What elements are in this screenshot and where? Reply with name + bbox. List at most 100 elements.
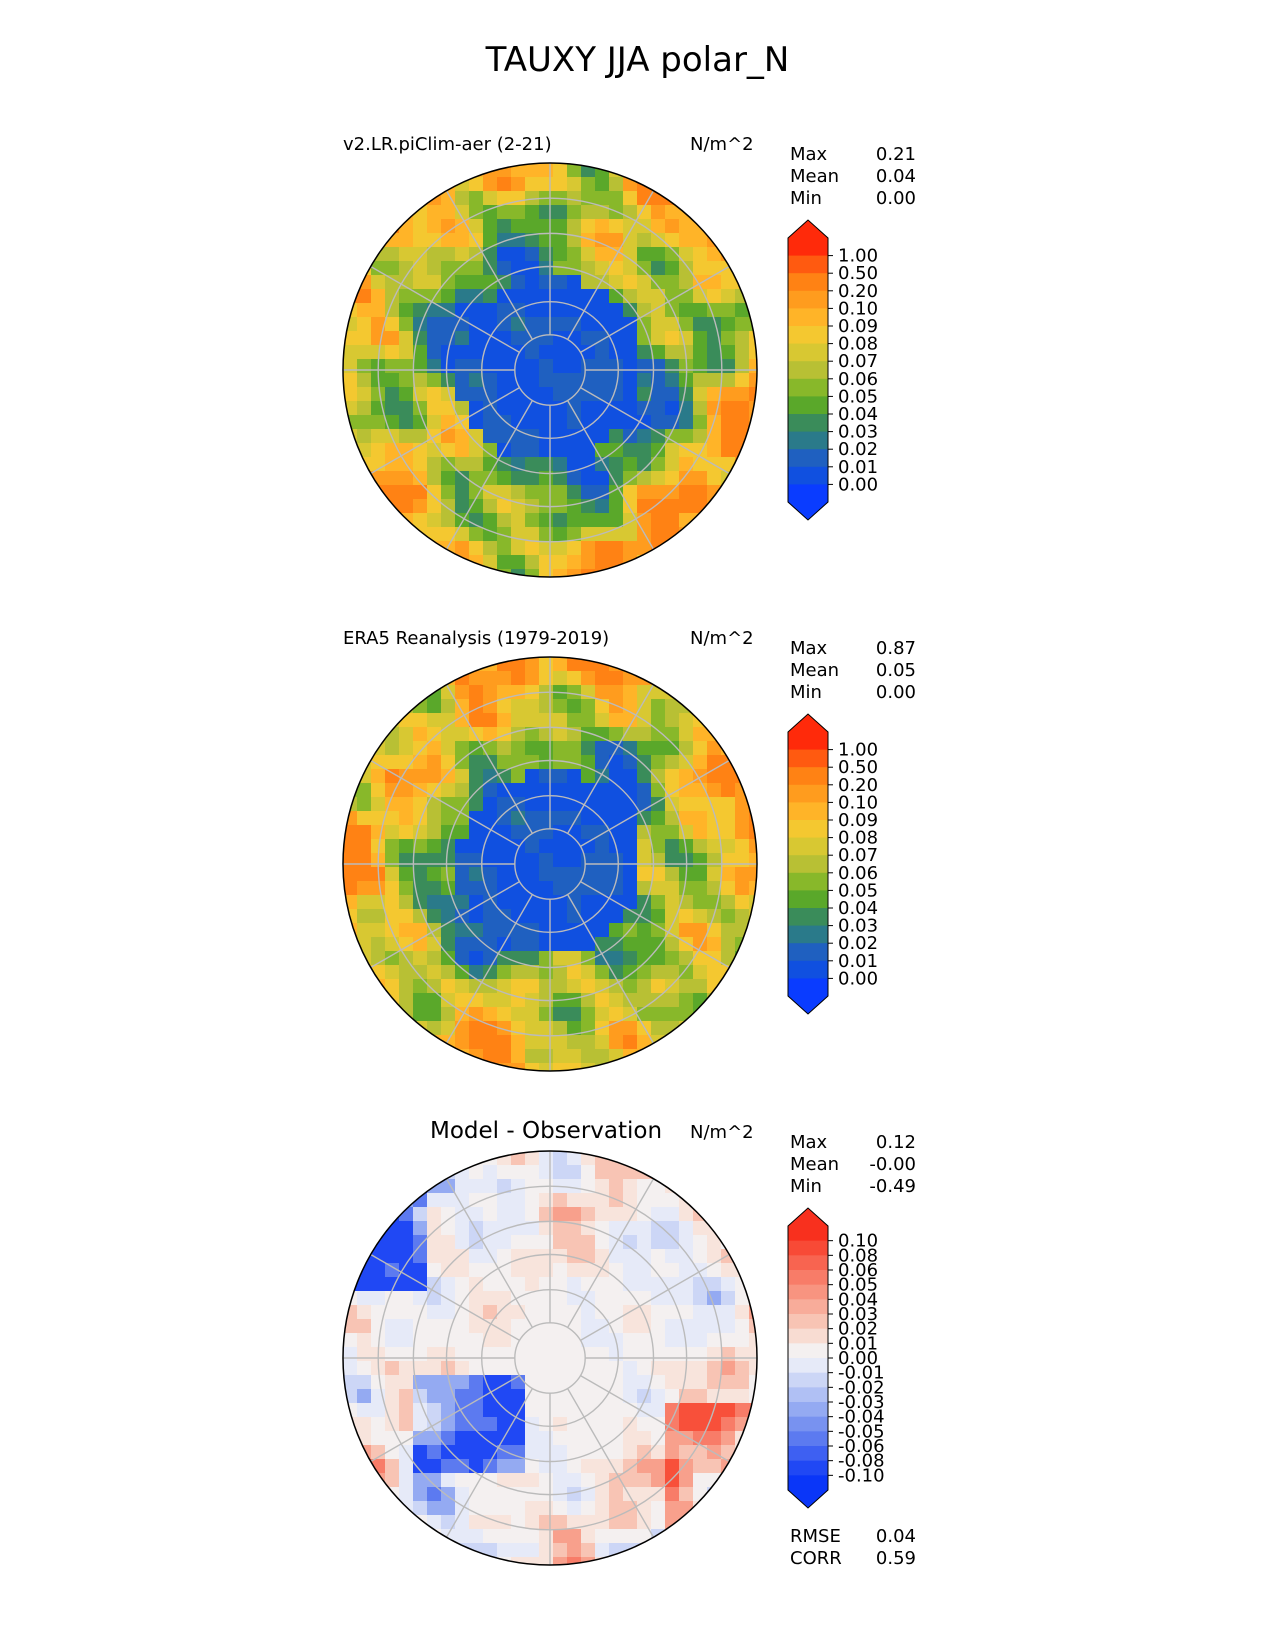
field-cell (707, 401, 722, 416)
field-cell (455, 1361, 470, 1376)
field-cell (371, 1319, 386, 1334)
field-cell (455, 527, 470, 542)
field-cell (707, 1221, 722, 1236)
field-cell (595, 415, 610, 430)
field-cell (567, 867, 582, 882)
field-cell (399, 1459, 414, 1474)
field-cell (441, 1007, 456, 1022)
field-cell (581, 727, 596, 742)
field-cell (483, 825, 498, 840)
field-cell (525, 555, 540, 570)
field-cell (427, 1333, 442, 1348)
field-cell (749, 1319, 757, 1334)
field-cell (539, 1515, 554, 1530)
field-cell (721, 1305, 736, 1320)
field-cell (525, 657, 540, 672)
field-cell (413, 1179, 428, 1194)
field-cell (525, 457, 540, 472)
field-cell (525, 219, 540, 234)
field-cell (427, 853, 442, 868)
field-cell (553, 247, 568, 262)
field-cell (581, 1263, 596, 1278)
field-cell (693, 1417, 708, 1432)
field-cell (581, 555, 596, 570)
field-cell (497, 783, 512, 798)
field-cell (525, 727, 540, 742)
field-cell (707, 1235, 722, 1250)
field-cell (623, 443, 638, 458)
field-cell (525, 1515, 540, 1530)
field-cell (609, 1487, 624, 1502)
field-cell (679, 1249, 694, 1264)
field-cell (385, 415, 400, 430)
field-cell (539, 1221, 554, 1236)
field-cell (427, 1221, 442, 1236)
field-cell (511, 1347, 526, 1362)
field-cell (637, 177, 652, 192)
field-cell (497, 205, 512, 220)
field-cell (511, 569, 526, 577)
field-cell (567, 1049, 582, 1064)
field-cell (735, 401, 750, 416)
field-cell (581, 1007, 596, 1022)
field-cell (707, 1207, 722, 1222)
units-label-diff: N/m^2 (690, 1122, 754, 1143)
field-cell (665, 1529, 680, 1544)
field-cell (623, 485, 638, 500)
field-cell (651, 1291, 666, 1306)
field-cell (721, 1347, 736, 1362)
field-cell (357, 1305, 372, 1320)
field-cell (567, 261, 582, 276)
field-cell (385, 755, 400, 770)
field-cell (469, 1445, 484, 1460)
field-cell (637, 755, 652, 770)
field-cell (399, 247, 414, 262)
field-cell (385, 839, 400, 854)
field-cell (483, 1319, 498, 1334)
colorbar-segment (788, 1431, 828, 1447)
stat-max-label: Max (790, 638, 828, 659)
field-cell (511, 1361, 526, 1376)
field-cell (511, 783, 526, 798)
field-cell (651, 671, 666, 686)
field-cell (371, 317, 386, 332)
field-cell (497, 1007, 512, 1022)
field-cell (581, 1431, 596, 1446)
field-cell (497, 699, 512, 714)
field-cell (343, 359, 358, 374)
field-cell (567, 541, 582, 556)
field-cell (413, 219, 428, 234)
field-cell (343, 1431, 358, 1446)
field-cell (511, 331, 526, 346)
field-cell (525, 317, 540, 332)
field-cell (413, 1333, 428, 1348)
field-cell (399, 839, 414, 854)
field-cell (455, 345, 470, 360)
stat-min-label: Min (790, 1176, 822, 1197)
field-cell (665, 937, 680, 952)
field-cell (497, 555, 512, 570)
field-cell (399, 443, 414, 458)
field-cell (399, 317, 414, 332)
field-cell (581, 1529, 596, 1544)
field-cell (483, 1263, 498, 1278)
field-cell (483, 1049, 498, 1064)
field-cell (693, 261, 708, 276)
field-cell (651, 867, 666, 882)
field-cell (385, 853, 400, 868)
field-cell (455, 1179, 470, 1194)
field-cell (553, 1347, 568, 1362)
field-cell (581, 1333, 596, 1348)
panel-title-obs: ERA5 Reanalysis (1979-2019) (343, 628, 610, 649)
field-cell (693, 1375, 708, 1390)
map-boundary (342, 1150, 758, 1566)
field-cell (595, 247, 610, 262)
stat-rmse-label: RMSE (790, 1526, 841, 1547)
field-cell (665, 457, 680, 472)
field-cell (749, 331, 757, 346)
field-cell (623, 1375, 638, 1390)
field-cell (483, 499, 498, 514)
field-cell (679, 485, 694, 500)
stat-mean-value: 0.04 (875, 166, 916, 187)
field-cell (651, 443, 666, 458)
